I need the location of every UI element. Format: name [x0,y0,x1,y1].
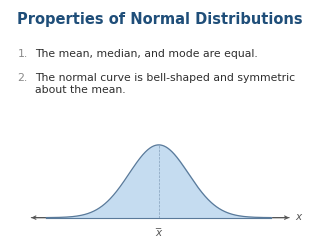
Text: x: x [295,212,301,222]
Text: 1.: 1. [18,49,28,59]
Text: 2.: 2. [18,73,28,83]
Text: x̅: x̅ [156,228,162,238]
Text: Properties of Normal Distributions: Properties of Normal Distributions [17,12,303,27]
Text: The mean, median, and mode are equal.: The mean, median, and mode are equal. [35,49,258,59]
Text: The normal curve is bell-shaped and symmetric
about the mean.: The normal curve is bell-shaped and symm… [35,73,295,95]
